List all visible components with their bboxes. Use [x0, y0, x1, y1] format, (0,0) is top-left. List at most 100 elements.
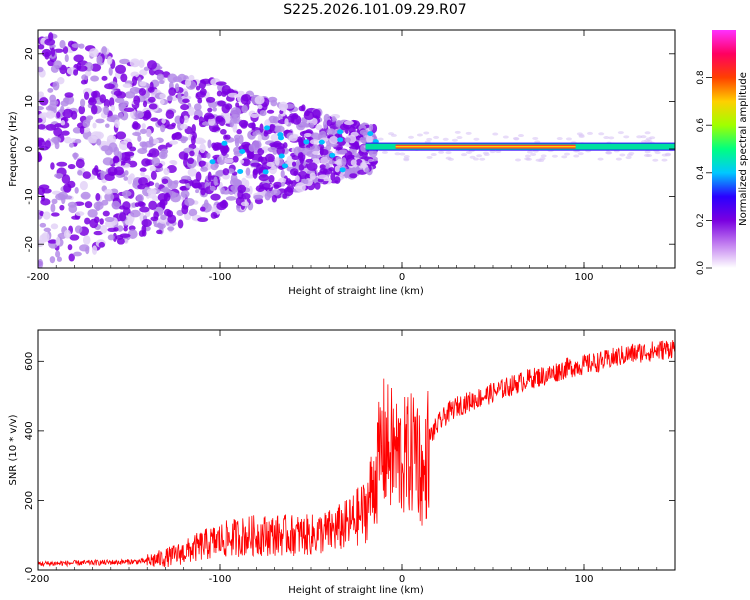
spectrogram-noise-blob [199, 88, 207, 96]
spectrogram-noise-blob [268, 115, 277, 124]
spectrogram-noise-blob [99, 218, 104, 225]
spectrogram-noise-blob [166, 95, 173, 102]
spectrogram-noise-blob [159, 80, 165, 85]
spectrogram-noise-blob [51, 212, 60, 217]
spectrogram-noise-blob [150, 170, 157, 180]
spectrogram-halo-blob [619, 153, 626, 157]
spectrogram-noise-blob [139, 206, 150, 213]
spectrogram-noise-blob [72, 126, 83, 134]
spectrogram-noise-blob [309, 172, 316, 180]
spectrogram-noise-blob [343, 120, 354, 126]
colorbar-tick-label: 0.6 [696, 118, 706, 133]
spectrogram-noise-blob [233, 114, 238, 124]
spectrogram-noise-blob [57, 191, 69, 200]
spectrogram-noise-blob [187, 167, 198, 177]
spectrogram-noise-blob [114, 97, 125, 104]
spectrogram-noise-blob [98, 241, 105, 248]
spectrogram-noise-blob [139, 69, 148, 76]
snr-y-tick-label: 400 [24, 421, 35, 440]
spectrogram-noise-blob [119, 58, 130, 65]
spectrogram-noise-blob [222, 173, 230, 180]
spectrogram-noise-blob [138, 59, 145, 68]
spectrogram-noise-blob [309, 139, 320, 145]
spectrogram-halo-blob [456, 136, 463, 140]
spectrogram-noise-blob [121, 190, 132, 197]
spectrogram-noise-blob [119, 152, 131, 162]
spectrogram-noise-blob [291, 161, 297, 167]
spectrogram-noise-blob [187, 157, 195, 165]
spectrogram-noise-blob [238, 134, 244, 145]
spectrogram-noise-blob [149, 165, 157, 172]
spectrogram-noise-blob [285, 178, 292, 186]
spectrogram-noise-blob [73, 152, 78, 160]
spectrogram-noise-blob [79, 180, 88, 191]
spectrogram-noise-blob [71, 215, 80, 220]
spectrogram-noise-blob [104, 192, 115, 202]
spectrogram-noise-blob [349, 173, 358, 179]
spectrogram-halo-blob [476, 154, 483, 158]
spectrogram-noise-blob [171, 132, 182, 140]
spectrogram-noise-blob [240, 201, 250, 207]
spectrogram-noise-blob [240, 94, 249, 105]
spectrogram-noise-blob [283, 186, 294, 197]
spectrogram-halo-blob [652, 158, 659, 162]
spectrogram-halo-blob [526, 150, 533, 154]
spectrogram-noise-blob [206, 114, 215, 120]
spectrogram-noise-blob [48, 103, 58, 111]
spectrogram-noise-blob [199, 143, 206, 154]
spectrogram-noise-blob [207, 139, 212, 149]
spectrogram-noise-blob [149, 81, 154, 91]
spectrogram-noise-blob [90, 75, 99, 82]
spectrogram-noise-blob [184, 197, 195, 207]
spectrogram-noise-blob [161, 118, 166, 124]
spectrogram-noise-blob [138, 177, 148, 186]
spectrogram-noise-blob [165, 109, 175, 120]
spectrogram-halo-blob [495, 150, 502, 154]
spectrogram-noise-blob [85, 70, 92, 77]
spectrogram-noise-blob [61, 174, 71, 184]
spectrogram-noise-blob [50, 162, 55, 170]
spectrogram-noise-blob [90, 104, 98, 115]
spectrogram-noise-blob [71, 43, 81, 48]
spectrogram-noise-blob [273, 184, 280, 189]
spectrogram-noise-blob [224, 158, 234, 164]
spectrogram-highlight-blob [318, 139, 325, 145]
spectrogram-noise-blob [174, 83, 180, 93]
spectrogram-noise-blob [82, 235, 91, 245]
spectrogram-noise-blob [198, 139, 207, 144]
spectrogram-halo-blob [524, 154, 531, 158]
spectrogram-noise-blob [234, 137, 240, 148]
spectrogram-noise-blob [334, 176, 341, 184]
spectrogram-noise-blob [314, 158, 320, 164]
spectrogram-noise-blob [177, 219, 184, 229]
spectrogram-noise-blob [200, 166, 208, 172]
spectrogram-noise-blob [301, 104, 306, 112]
spectrogram-noise-blob [245, 167, 251, 176]
spectrogram-noise-blob [93, 201, 104, 211]
spectrogram-noise-blob [106, 116, 118, 123]
spectrogram-noise-blob [195, 171, 202, 182]
spectrogram-noise-blob [227, 92, 239, 98]
spectrogram-noise-blob [113, 90, 123, 96]
spectrogram-noise-blob [344, 173, 349, 179]
spectrogram-halo-blob [460, 153, 467, 157]
spectrogram-noise-blob [336, 149, 348, 155]
spectrogram-noise-blob [53, 60, 63, 69]
spectrogram-noise-blob [250, 113, 259, 118]
spectrogram-halo-blob [512, 136, 519, 140]
spectrogram-noise-blob [59, 64, 67, 75]
spectrogram-noise-blob [148, 190, 157, 199]
spectrogram-noise-blob [156, 73, 165, 81]
spectrogram-halo-blob [482, 151, 489, 155]
spectrogram-noise-blob [160, 99, 165, 105]
spectrogram-halo-blob [445, 151, 452, 155]
spectrogram-highlight-blob [329, 152, 336, 158]
spectrogram-noise-blob [257, 104, 263, 110]
spectrogram-highlight-blob [303, 139, 310, 145]
spectrogram-noise-blob [232, 123, 238, 133]
spectrogram-noise-blob [180, 136, 187, 144]
spectrogram-noise-blob [142, 100, 148, 108]
spectrogram-y-tick-label: 10 [24, 95, 35, 108]
spectrogram-halo-blob [367, 158, 374, 162]
